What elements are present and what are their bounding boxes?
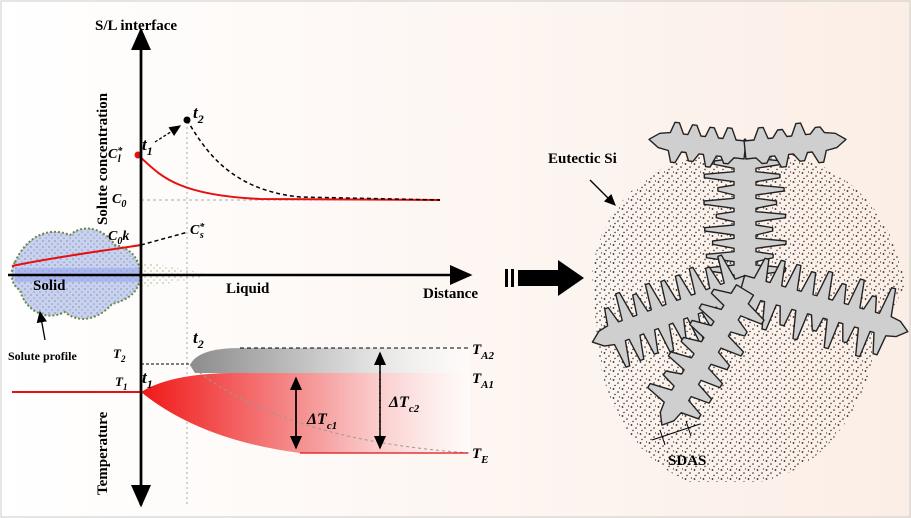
t2-point (184, 117, 191, 124)
profile-label: Solute profile (8, 349, 77, 363)
label-sub: 1 (123, 382, 128, 392)
label-sub: E (480, 454, 488, 466)
axis-label: Distance (423, 286, 478, 302)
interface-label: S/L interface (95, 18, 177, 34)
label-base: ΔT (306, 411, 328, 428)
region-label: Liquid (226, 281, 270, 297)
bar (505, 269, 508, 287)
region-label: Solid (33, 278, 66, 294)
label-sub: 2 (197, 112, 204, 126)
bar (511, 269, 514, 287)
sdas-label: SDAS (668, 453, 706, 469)
figure: S/L interface Solute concentration Tempe… (0, 0, 911, 518)
gray-region (190, 348, 470, 373)
axis-label: Temperature (95, 411, 111, 495)
label-sub: c1 (327, 420, 337, 432)
label-sub: 0 (121, 199, 126, 210)
label-tail: k (122, 229, 129, 244)
label-sub: s (199, 230, 204, 241)
label-sub: 1 (147, 144, 153, 158)
label-sub: c2 (409, 403, 420, 415)
label-sub: 2 (197, 337, 204, 351)
eutectic-label: Eutectic Si (548, 151, 617, 167)
label-sub: A1 (480, 379, 494, 391)
label-sub: A2 (480, 350, 494, 362)
label-sub: 2 (120, 354, 126, 364)
label-sub: 1 (147, 377, 153, 391)
label-base: ΔT (388, 394, 410, 411)
label-sub: l (118, 154, 121, 165)
